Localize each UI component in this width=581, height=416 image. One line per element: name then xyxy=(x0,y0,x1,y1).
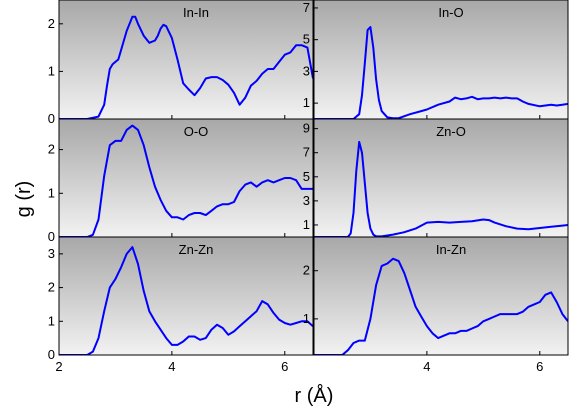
panel-title: O-O xyxy=(184,124,209,139)
y-tick-label: 1 xyxy=(303,311,310,326)
panel-background xyxy=(59,0,313,119)
y-tick-label: 7 xyxy=(303,145,310,160)
panel-o-o: 0 1 2 O-O xyxy=(48,118,314,244)
y-tick-label: 3 xyxy=(48,246,55,261)
panel-in-zn: 1 2 4 6 In-Zn xyxy=(303,236,569,374)
x-tick-label: 4 xyxy=(168,359,175,374)
x-tick-label: 6 xyxy=(536,359,543,374)
series-line-in-zn xyxy=(314,257,568,355)
panel-background xyxy=(314,0,568,119)
panel-frame xyxy=(313,236,569,356)
panel-background xyxy=(314,237,568,355)
y-tick-label: 7 xyxy=(303,0,310,15)
y-tick-label: 0 xyxy=(48,229,55,244)
panels-layer: 0 1 2 In-In 1 3 5 7 In-O 0 1 2 O-O 1 3 5 7 9 Zn-O 0 1 2 3 2 4 6 Zn… xyxy=(48,0,569,374)
y-tick-label: 1 xyxy=(48,185,55,200)
y-tick-label: 0 xyxy=(48,347,55,362)
panel-zn-zn: 0 1 2 3 2 4 6 Zn-Zn xyxy=(48,236,314,374)
panel-in-o: 1 3 5 7 In-O xyxy=(303,0,569,120)
y-tick-label: 3 xyxy=(303,63,310,78)
x-axis-title: r (Å) xyxy=(295,384,334,407)
series-line-in-o xyxy=(314,26,568,119)
y-tick-label: 2 xyxy=(48,280,55,295)
y-tick-label: 2 xyxy=(303,263,310,278)
y-tick-label: 1 xyxy=(303,217,310,232)
panel-title: In-O xyxy=(438,5,463,20)
panel-title: Zn-O xyxy=(436,124,466,139)
y-tick-label: 1 xyxy=(303,95,310,110)
x-tick-label: 4 xyxy=(423,359,430,374)
series-line-zn-zn xyxy=(59,246,313,355)
panel-title: In-Zn xyxy=(436,242,466,257)
x-tick-label: 2 xyxy=(55,359,62,374)
x-tick-label: 6 xyxy=(281,359,288,374)
y-tick-label: 3 xyxy=(303,193,310,208)
panel-title: Zn-Zn xyxy=(179,242,214,257)
y-tick-label: 5 xyxy=(303,32,310,47)
panel-title: In-In xyxy=(183,5,209,20)
series-line-o-o xyxy=(59,124,313,237)
panel-in-in: 0 1 2 In-In xyxy=(48,0,314,126)
panel-frame xyxy=(58,236,314,356)
y-tick-label: 2 xyxy=(48,16,55,31)
y-axis-title: g (r) xyxy=(13,181,35,218)
y-tick-label: 1 xyxy=(48,313,55,328)
y-tick-label: 0 xyxy=(48,111,55,126)
panel-zn-o: 1 3 5 7 9 Zn-O xyxy=(303,118,569,238)
panel-background xyxy=(59,237,313,355)
series-line-zn-o xyxy=(314,140,568,237)
y-tick-label: 1 xyxy=(48,63,55,78)
y-tick-label: 5 xyxy=(303,169,310,184)
y-tick-label: 9 xyxy=(303,121,310,136)
series-line-in-in xyxy=(59,15,313,119)
y-tick-label: 2 xyxy=(48,142,55,157)
